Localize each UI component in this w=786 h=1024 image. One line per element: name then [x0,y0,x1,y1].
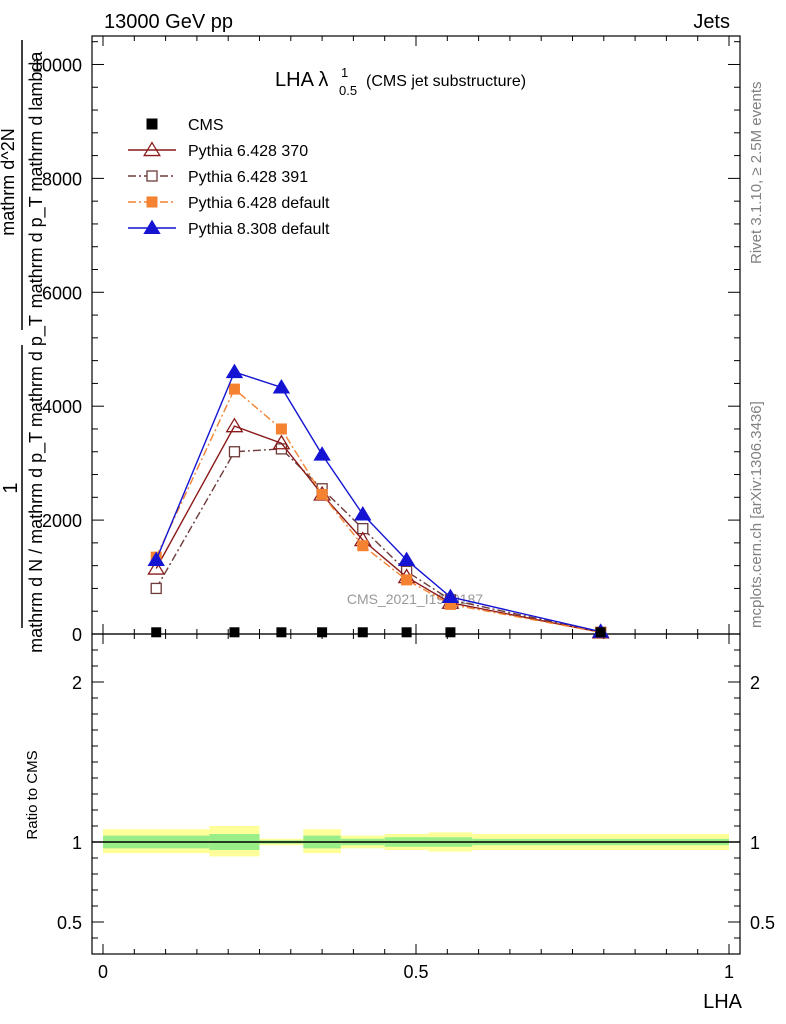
data-point [146,196,158,208]
y-axis-label: 1 mathrm d N / mathrm d p_T mathrm d p_T… [0,40,47,653]
y-label-right-num: mathrm d^2N [0,128,18,235]
data-point [147,551,165,567]
legend: CMS Pythia 6.428 370 Pythia 6.428 391 Pythi… [128,117,330,238]
data-point [143,219,161,235]
y-label-right-den: mathrm d p_T mathrm d lambda [26,51,47,309]
data-point [228,383,240,395]
title-main: LHA λ [275,69,328,91]
data-point [357,540,369,552]
data-point [445,627,456,638]
legend-label: Pythia 6.428 default [188,195,330,212]
data-point [272,379,291,394]
y-label-bottom: mathrm d N / mathrm d p_T mathrm d p_T [26,315,47,653]
series-2 [150,443,607,638]
x-axis-label: LHA [703,991,743,1013]
ratio-tick-label: 0.5 [57,913,82,933]
y-tick-label: 4000 [42,397,82,417]
data-point [146,118,158,130]
data-point [401,627,412,638]
data-point [276,627,287,638]
data-point [272,434,291,450]
axes: 0 0.5 1 0 2000 4000 6000 8000 10000 0.5 0.5 1 1 2 2 [32,35,775,982]
data-point [354,506,372,521]
data-point [150,582,162,595]
series-line [155,425,601,633]
series-layer [147,363,610,639]
mcplots-label: mcplots.cern.ch [arXiv:1306.3436] [748,401,765,628]
y-tick-label: 8000 [42,169,82,189]
data-point [397,551,416,567]
category-label: Jets [693,11,730,33]
data-point [228,446,241,458]
ratio-tick-label: 1 [72,833,82,853]
x-tick-label: 1 [724,962,734,982]
data-point [275,423,287,435]
data-point [595,627,606,638]
title-suffix: (CMS jet substructure) [366,73,526,90]
legend-label: CMS [188,117,224,134]
legend-label: Pythia 8.308 default [188,221,330,238]
series-line [155,371,601,633]
ratio-plot-frame [91,633,741,955]
y-tick-label: 6000 [42,283,82,303]
ratio-bands [103,826,729,857]
ratio-tick-label: 2 [72,673,82,693]
x-tick-label: 0 [98,962,108,982]
data-point [151,627,162,638]
legend-label: Pythia 6.428 370 [188,143,308,160]
rivet-label: Rivet 3.1.10, ≥ 2.5M events [748,82,765,265]
series-0 [151,627,606,638]
data-point [401,574,413,586]
series-line [155,448,601,633]
title-sub: 0.5 [339,83,357,98]
data-point [147,559,166,575]
y-tick-label: 0 [72,625,82,645]
data-point [143,141,161,157]
data-point [357,627,368,638]
legend-entry: Pythia 8.308 default [128,219,330,238]
data-point [317,627,328,638]
data-point [316,488,328,500]
legend-entry: Pythia 6.428 default [128,195,330,212]
data-point [225,417,244,433]
data-point [313,446,331,461]
legend-entry: Pythia 6.428 391 [128,169,308,186]
series-line [155,387,601,633]
legend-entry: Pythia 6.428 370 [128,141,308,160]
ratio-tick-label-right: 0.5 [750,913,775,933]
data-point [225,363,244,379]
legend-entry: CMS [146,117,224,134]
energy-label: 13000 GeV pp [104,11,233,33]
ratio-tick-label-right: 1 [750,833,760,853]
title-sup: 1 [341,65,348,80]
y-label-top: 1 [0,482,22,493]
legend-label: Pythia 6.428 391 [188,169,308,186]
chart-title: LHA λ 1 0.5 (CMS jet substructure) [275,65,526,98]
data-point [146,170,158,182]
y-tick-label: 10000 [32,55,82,75]
data-point [229,627,240,638]
data-point [441,588,460,604]
ratio-tick-label-right: 2 [750,673,760,693]
y-tick-label: 2000 [42,511,82,531]
ratio-y-label: Ratio to CMS [24,750,41,839]
x-tick-label: 0.5 [403,962,428,982]
